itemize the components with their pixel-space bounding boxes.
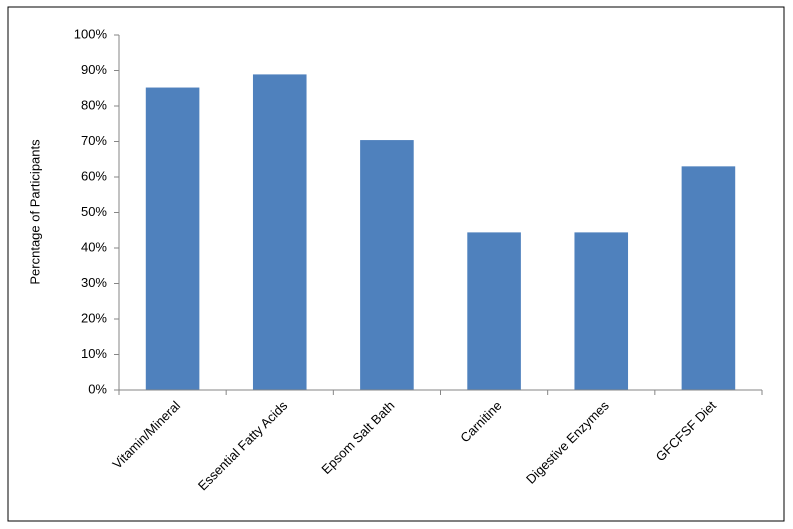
bar (145, 87, 200, 390)
y-tick-label: 90% (81, 62, 107, 77)
y-tick-label: 10% (81, 346, 107, 361)
y-tick-label: 70% (81, 133, 107, 148)
bar (574, 232, 629, 390)
y-tick-label: 80% (81, 97, 107, 112)
y-tick-label: 50% (81, 204, 107, 219)
y-tick-label: 0% (88, 381, 107, 396)
bar (252, 74, 307, 390)
y-tick-label: 40% (81, 239, 107, 254)
bar (360, 140, 414, 390)
y-tick-label: 30% (81, 275, 107, 290)
bar (681, 166, 736, 390)
y-tick-label: 100% (74, 26, 108, 41)
y-tick-label: 20% (81, 310, 107, 325)
bar (467, 232, 521, 390)
y-tick-label: 60% (81, 168, 107, 183)
y-axis-label: Percntage of Participants (27, 139, 42, 285)
